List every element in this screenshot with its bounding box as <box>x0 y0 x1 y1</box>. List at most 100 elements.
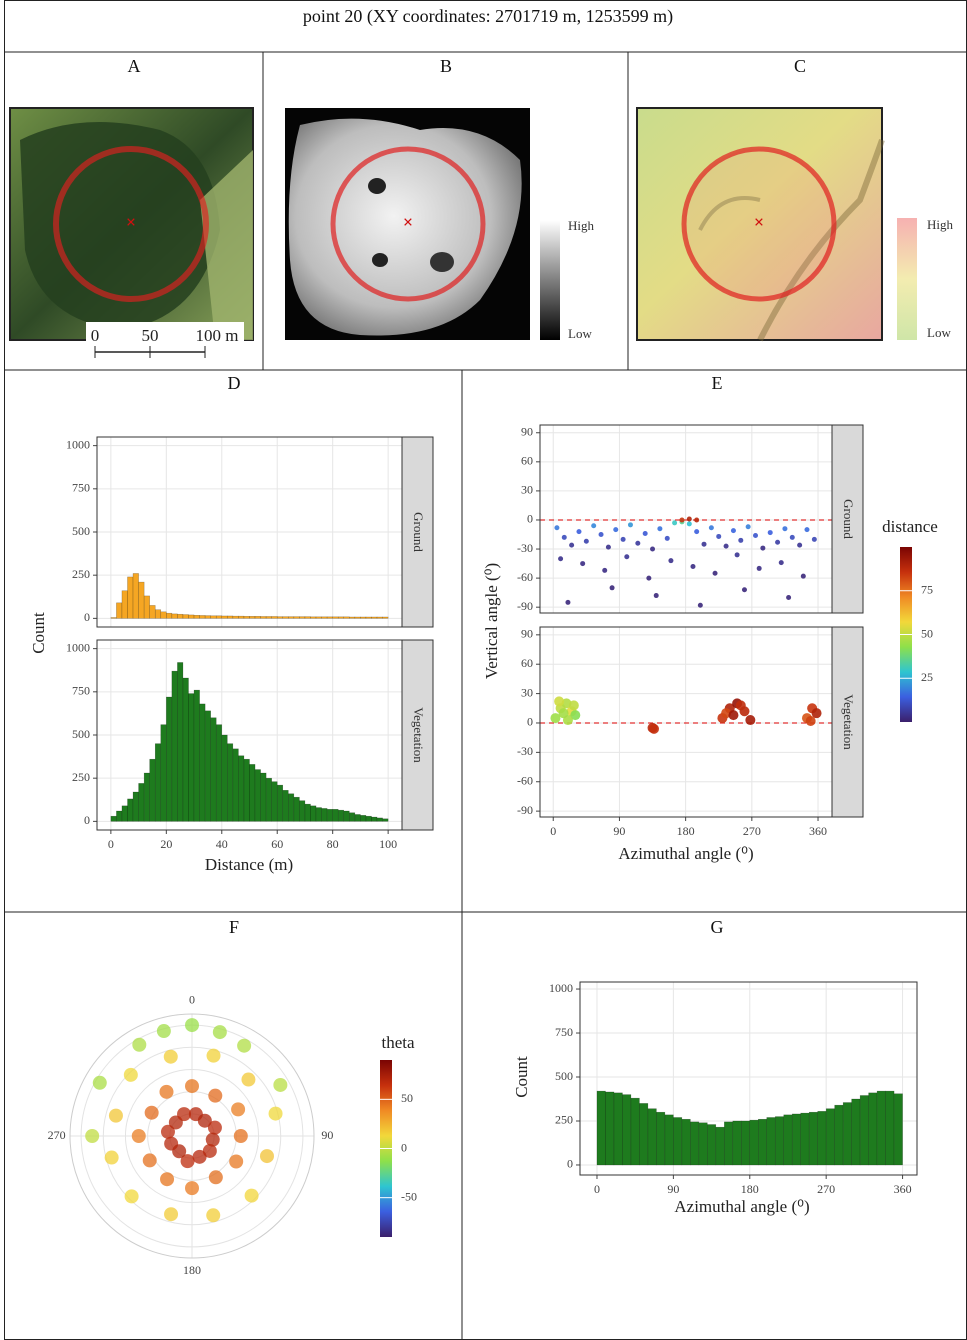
point <box>672 520 678 526</box>
bar <box>376 616 383 619</box>
point <box>745 524 751 530</box>
bar <box>783 1114 793 1166</box>
bar <box>315 807 322 822</box>
bar <box>227 743 234 822</box>
bar <box>271 781 278 822</box>
bar <box>299 800 306 822</box>
y-tick-label: 1000 <box>66 437 90 451</box>
point <box>550 713 561 724</box>
bar <box>371 616 378 619</box>
point <box>609 585 615 591</box>
point <box>561 534 567 540</box>
point <box>613 527 619 533</box>
facet-strip <box>401 436 434 628</box>
angle-label: 180 <box>183 1263 201 1277</box>
figure-title: point 20 (XY coordinates: 2701719 m, 125… <box>303 6 673 27</box>
point <box>694 517 700 523</box>
bar <box>254 616 261 619</box>
bar <box>639 1103 649 1166</box>
point <box>800 573 806 579</box>
bar <box>149 605 156 619</box>
bar <box>193 615 200 619</box>
point <box>142 1153 157 1168</box>
facet-strip <box>401 639 434 831</box>
bar <box>138 783 145 822</box>
bar <box>376 817 383 822</box>
facet-label: Vegetation <box>841 694 856 750</box>
bar <box>817 1111 827 1166</box>
bar <box>182 677 189 822</box>
x-tick-label: 0 <box>594 1182 600 1196</box>
point <box>701 541 707 547</box>
bar <box>260 616 267 619</box>
bar <box>321 808 328 822</box>
y-tick-label: 30 <box>521 685 533 699</box>
point <box>708 525 714 531</box>
point <box>635 540 641 546</box>
bar <box>276 784 284 822</box>
bar <box>622 1094 632 1166</box>
y-axis-label: Vertical angle (⁰) <box>482 563 501 679</box>
scale-label: 100 m <box>196 326 239 345</box>
point <box>778 560 784 566</box>
point <box>690 563 696 569</box>
bar <box>630 1097 640 1166</box>
point <box>738 537 744 543</box>
bar <box>354 814 361 822</box>
bar <box>127 576 134 619</box>
bar <box>154 743 162 822</box>
bar <box>656 1111 666 1166</box>
bar <box>249 764 256 822</box>
bar <box>673 1117 683 1166</box>
bar <box>766 1117 776 1166</box>
y-tick-label: -60 <box>517 773 533 787</box>
y-tick-label: -90 <box>517 599 533 613</box>
x-tick-label: 360 <box>894 1182 912 1196</box>
bar <box>382 616 389 619</box>
point <box>208 1088 223 1103</box>
colorbar-label: 50 <box>921 626 933 640</box>
point <box>208 1170 223 1185</box>
bar <box>337 616 345 619</box>
point <box>697 602 703 608</box>
bar <box>171 613 178 619</box>
bar <box>842 1102 852 1166</box>
bar <box>121 805 128 822</box>
bar <box>293 616 300 619</box>
point <box>723 543 729 549</box>
bar <box>210 615 217 619</box>
bar <box>177 613 184 619</box>
bar <box>859 1095 869 1166</box>
bar <box>232 615 239 619</box>
point <box>649 723 660 734</box>
angle-label: 0 <box>189 992 195 1006</box>
bar <box>332 809 339 822</box>
bar <box>647 1108 657 1166</box>
bar <box>613 1092 623 1166</box>
bar <box>310 616 317 619</box>
bar <box>199 615 206 619</box>
bar <box>132 573 139 619</box>
y-tick-label: 750 <box>72 684 90 698</box>
bar <box>160 611 167 619</box>
bar <box>774 1116 784 1166</box>
point <box>646 575 652 581</box>
point <box>576 529 582 535</box>
point <box>741 587 747 593</box>
bar <box>193 689 200 822</box>
y-axis-label: Count <box>29 612 48 654</box>
facet-label: Ground <box>411 512 426 552</box>
bar <box>354 616 361 619</box>
y-tick-label: 60 <box>521 656 533 670</box>
bar <box>265 777 272 822</box>
x-tick-label: 180 <box>677 824 695 838</box>
panel-label: G <box>711 917 724 937</box>
bar <box>349 812 356 822</box>
bar <box>885 1090 895 1166</box>
bar <box>110 617 117 619</box>
bar <box>199 703 206 822</box>
bar <box>326 809 333 822</box>
colorbar-label: 25 <box>921 670 933 684</box>
bar <box>227 615 234 619</box>
point <box>123 1067 138 1082</box>
